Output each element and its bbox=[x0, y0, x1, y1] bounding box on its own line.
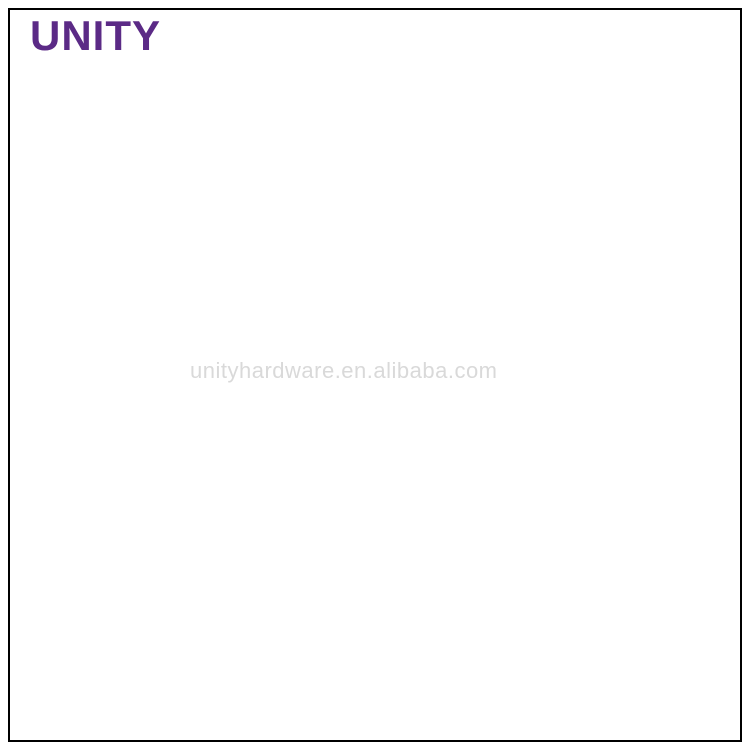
inner-frame bbox=[8, 8, 742, 742]
brand-logo: UNITY bbox=[30, 12, 161, 60]
